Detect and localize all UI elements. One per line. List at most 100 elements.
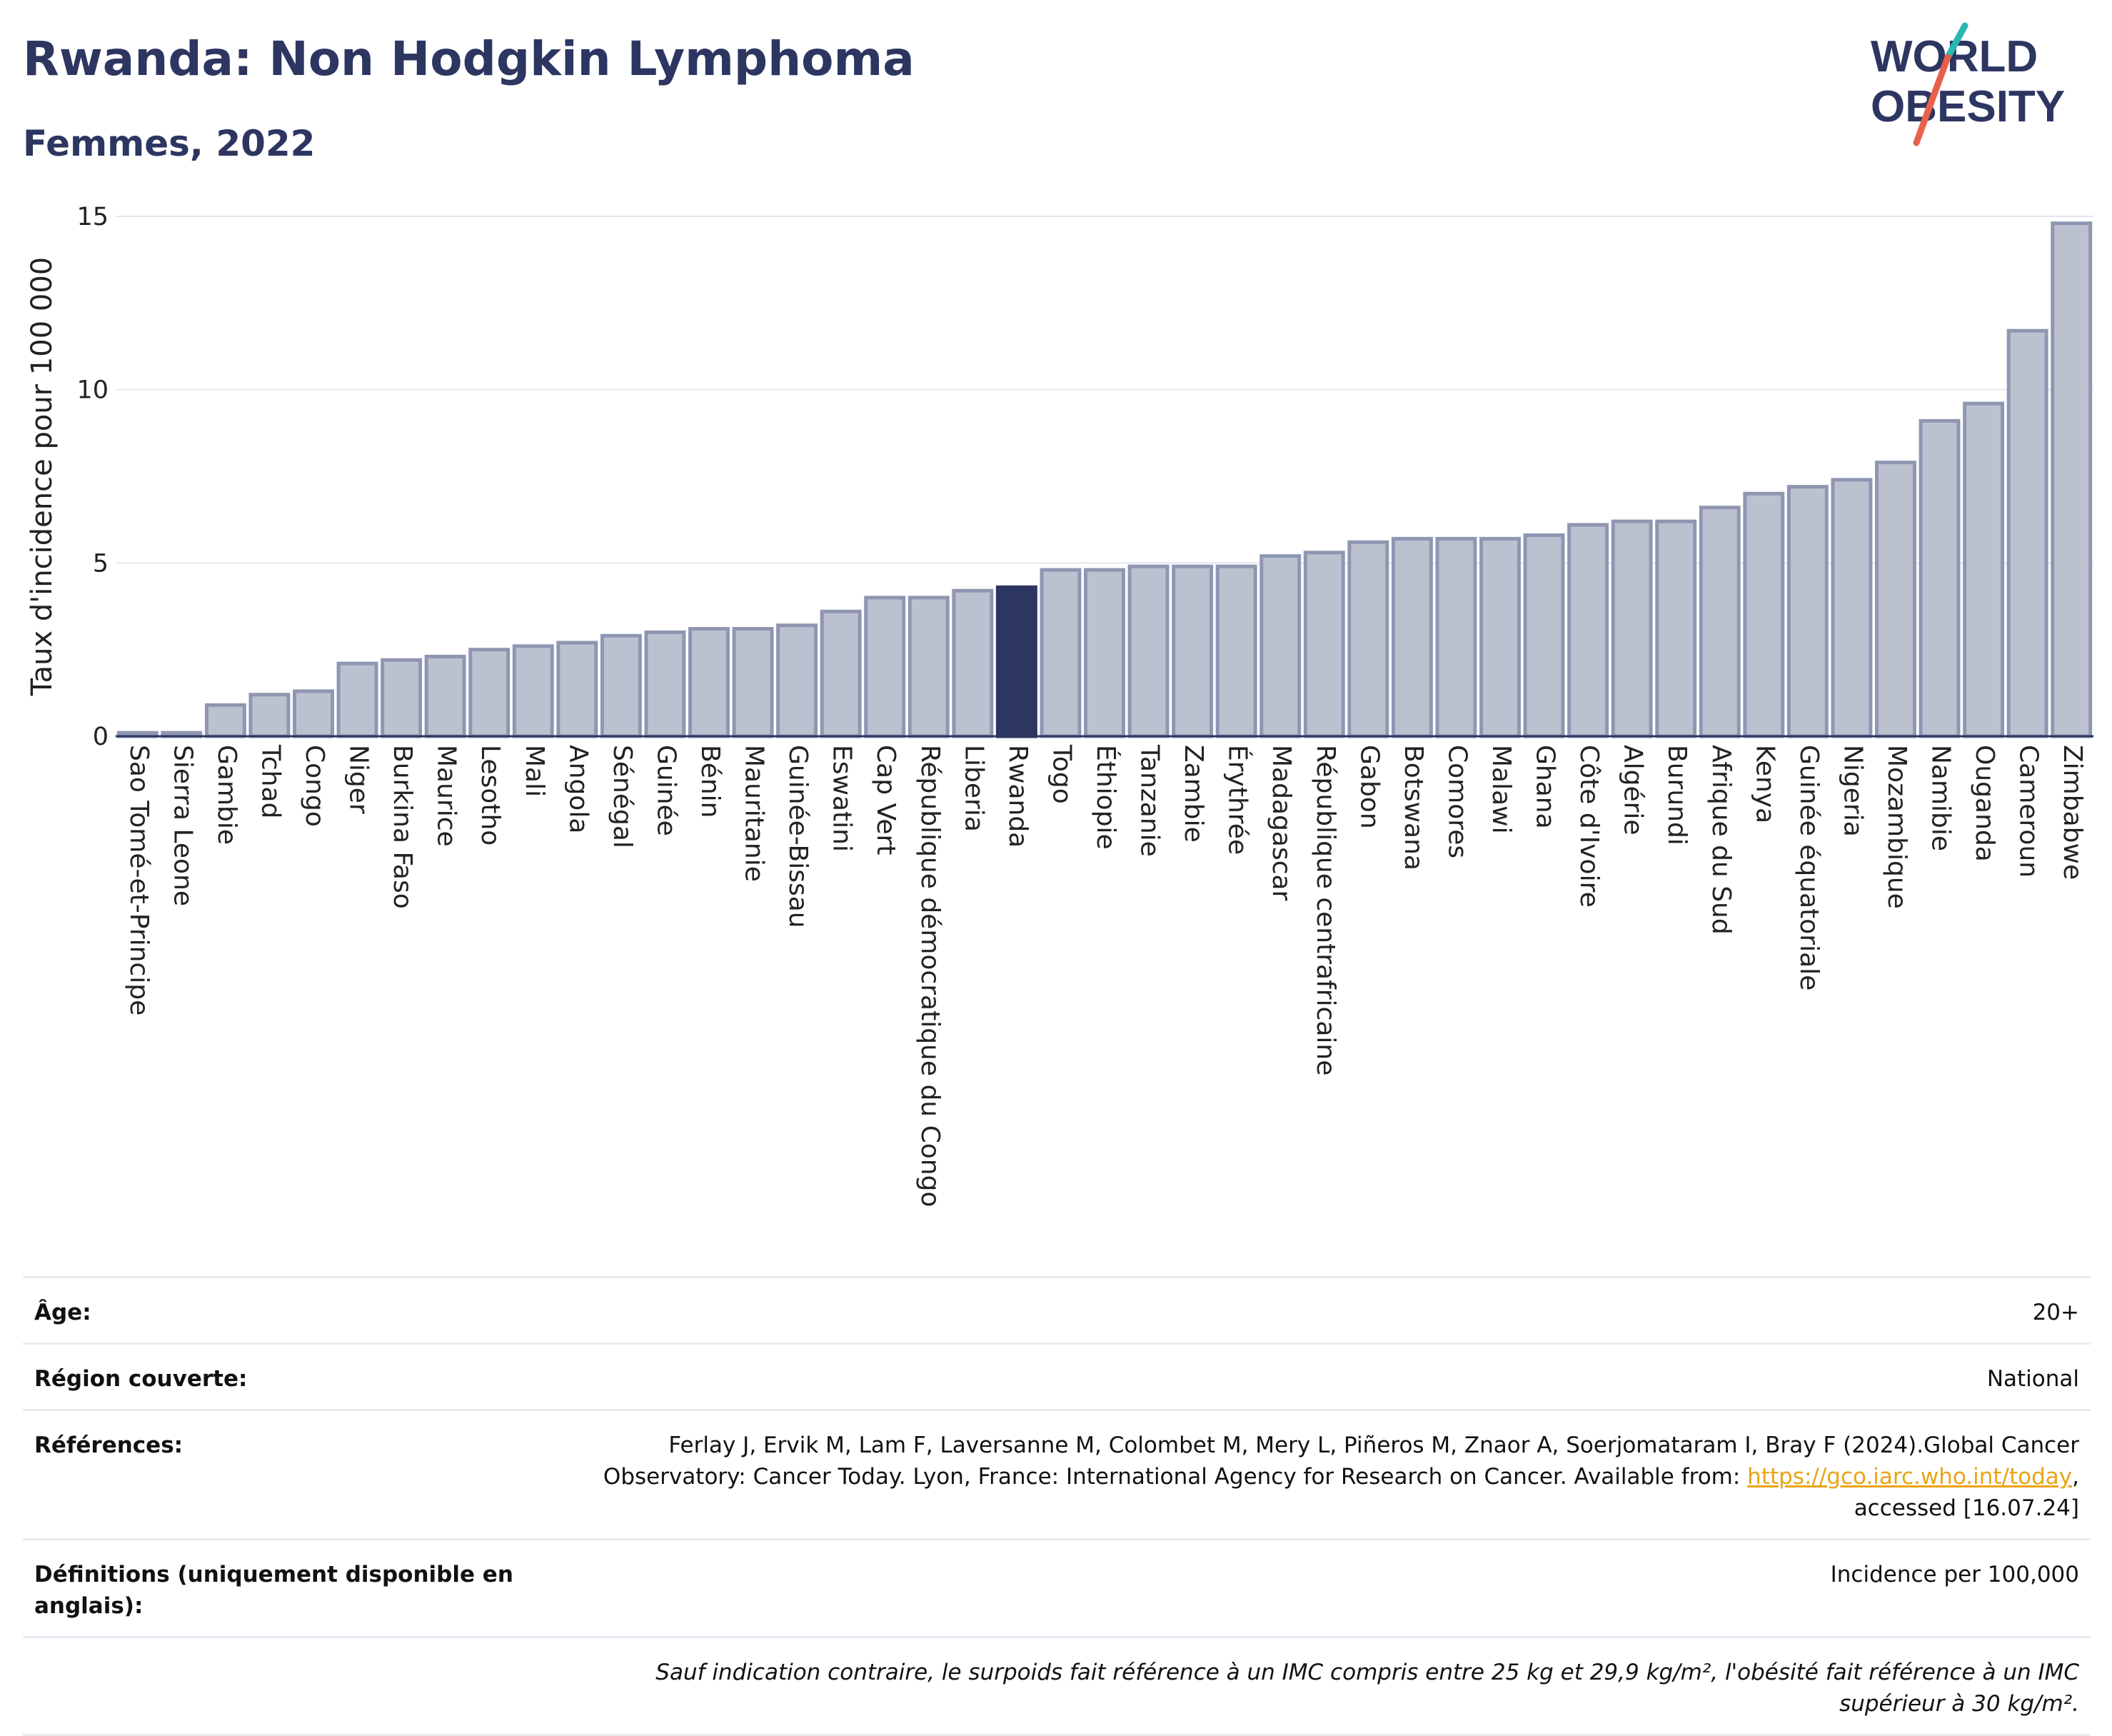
x-tick-label: Botswana <box>1399 745 1428 870</box>
x-tick-label: Liberia <box>959 745 988 832</box>
x-tick-label: Lesotho <box>476 745 505 846</box>
region-label: Région couverte: <box>34 1366 248 1392</box>
x-tick-label: Nigeria <box>1838 745 1867 837</box>
x-tick-label: Rwanda <box>1003 745 1032 848</box>
references-label: Références: <box>34 1433 183 1458</box>
references-link[interactable]: https://gco.iarc.who.int/today <box>1747 1464 2073 1490</box>
x-tick-label: Éthiopie <box>1091 745 1121 850</box>
bar <box>1172 564 1214 738</box>
y-tick-label: 15 <box>76 203 109 231</box>
x-tick-label: Côte d'Ivoire <box>1574 745 1604 908</box>
bar <box>1215 564 1257 738</box>
x-tick-label: Malawi <box>1487 745 1516 834</box>
x-tick-label: Angola <box>563 745 593 833</box>
x-tick-label: Cameroun <box>2014 745 2043 878</box>
bar-highlight <box>995 585 1037 738</box>
x-tick-label: République centrafricaine <box>1311 745 1340 1075</box>
bar <box>293 689 334 738</box>
x-tick-label: Congo <box>300 745 329 827</box>
x-tick-label: Eswatini <box>828 745 857 852</box>
bar <box>1786 485 1829 738</box>
x-tick-label: Ouganda <box>1970 745 1999 862</box>
x-tick-label: Gambie <box>212 745 241 845</box>
x-tick-label: Madagascar <box>1267 745 1296 901</box>
bar <box>1127 564 1170 738</box>
logo-line-2: OBESITY <box>1871 82 2065 131</box>
logo-slash-red <box>1913 54 1951 146</box>
bar <box>512 644 554 738</box>
info-row-note: Sauf indication contraire, le surpoids f… <box>23 1636 2091 1736</box>
info-row-age: Âge: 20+ <box>23 1276 2091 1343</box>
x-tick-label: Togo <box>1047 744 1076 804</box>
bar <box>1479 536 1521 738</box>
info-row-definitions: Définitions (uniquement disponible en an… <box>23 1538 2091 1636</box>
x-tick-label: Maurice <box>432 745 461 847</box>
bar <box>820 609 862 738</box>
x-tick-label: Zambie <box>1179 745 1208 843</box>
x-tick-label: Guinée <box>651 745 680 836</box>
bar <box>1611 519 1653 738</box>
bar <box>1743 491 1785 738</box>
bar <box>381 658 423 738</box>
age-label: Âge: <box>34 1300 91 1325</box>
y-axis-label: Taux d'incidence pour 100 000 <box>26 257 59 696</box>
bar <box>1699 506 1741 738</box>
bar <box>1259 554 1302 738</box>
info-row-references: Références: Ferlay J, Ervik M, Lam F, La… <box>23 1409 2091 1538</box>
bar <box>1523 533 1565 738</box>
x-tick-label: République démocratique du Congo <box>915 745 945 1207</box>
bar <box>864 596 906 738</box>
bar <box>1963 401 2005 738</box>
definitions-value: Incidence per 100,000 <box>1830 1562 2079 1587</box>
x-tick-label: Sao Tomé-et-Principe <box>124 745 154 1015</box>
age-value: 20+ <box>2032 1300 2079 1325</box>
bar <box>1391 536 1433 738</box>
bar <box>1875 461 1916 738</box>
references-accessed: , accessed [16.07.24] <box>1854 1464 2079 1521</box>
bar <box>204 703 246 738</box>
bar <box>424 654 466 738</box>
bar <box>732 627 774 738</box>
bar <box>2006 328 2048 738</box>
x-tick-label: Burundi <box>1662 745 1691 846</box>
x-tick-label: Tchad <box>256 744 285 818</box>
region-value: National <box>1986 1366 2079 1392</box>
x-tick-label: Burkina Faso <box>388 745 417 909</box>
bar <box>644 630 686 738</box>
bar <box>776 623 818 738</box>
references-value: Ferlay J, Ervik M, Lam F, Laversanne M, … <box>580 1430 2079 1524</box>
bar <box>248 693 291 738</box>
info-table: Âge: 20+ Région couverte: National Référ… <box>23 1276 2091 1736</box>
bar <box>1831 478 1873 738</box>
info-row-region: Région couverte: National <box>23 1343 2091 1409</box>
x-tick-label: Comores <box>1442 745 1472 858</box>
bar <box>1040 568 1082 738</box>
x-tick-label: Afrique du Sud <box>1706 745 1736 935</box>
bar <box>1655 519 1697 738</box>
bar <box>907 596 950 738</box>
x-tick-label: Sierra Leone <box>168 745 197 906</box>
chart-title: Rwanda: Non Hodgkin Lymphoma <box>23 31 915 86</box>
bar <box>952 588 994 738</box>
bar <box>600 633 642 738</box>
x-tick-label: Gabon <box>1354 745 1384 829</box>
bar <box>556 641 598 738</box>
x-tick-label: Guinée-Bissau <box>783 745 813 928</box>
definitions-label: Définitions (uniquement disponible en an… <box>34 1562 513 1619</box>
x-tick-label: Mauritanie <box>740 745 769 882</box>
x-tick-label: Guinée équatoriale <box>1794 745 1824 990</box>
bar <box>688 627 730 738</box>
bar-chart: 0 5 10 15 Taux d'incidence pour 100 000 Sao T… <box>26 203 2093 1207</box>
logo-slash-teal <box>1944 22 1968 61</box>
x-tick-label: Sénégal <box>608 745 637 848</box>
x-tick-label: Bénin <box>695 745 725 818</box>
bar <box>1347 540 1389 738</box>
x-tick-label: Tanzanie <box>1135 744 1165 857</box>
bar <box>1303 551 1345 738</box>
chart-subtitle: Femmes, 2022 <box>23 123 316 164</box>
x-tick-label: Algérie <box>1619 745 1648 836</box>
x-tick-label: Cap Vert <box>871 745 900 855</box>
bar <box>1435 536 1477 738</box>
bar <box>2051 221 2093 738</box>
bar <box>1919 418 1961 738</box>
